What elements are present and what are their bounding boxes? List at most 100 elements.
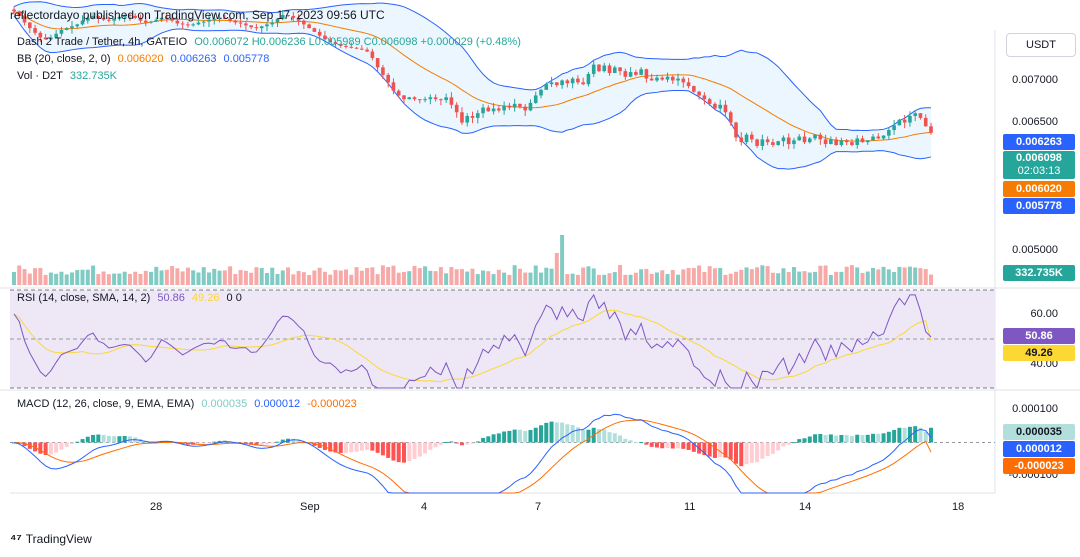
- macd-histogram-bar: [112, 436, 117, 443]
- candle-body: [28, 22, 32, 29]
- macd-histogram-bar: [64, 442, 69, 447]
- volume-bar: [222, 270, 227, 285]
- candle-body: [154, 19, 159, 22]
- volume-bar: [243, 270, 248, 285]
- volume-bar: [491, 274, 496, 285]
- macd-histogram-bar: [881, 433, 886, 443]
- volume-bar: [549, 268, 554, 285]
- candle-body: [433, 97, 438, 100]
- macd-histogram-bar: [549, 421, 554, 443]
- volume-bar: [91, 265, 96, 285]
- macd-histogram-bar: [365, 442, 370, 451]
- macd-histogram-bar: [444, 441, 449, 443]
- macd-histogram-bar: [628, 440, 633, 443]
- candle-body: [149, 21, 153, 23]
- volume-bar: [523, 272, 528, 285]
- candle-body: [734, 122, 738, 138]
- candle-body: [333, 42, 338, 45]
- macd-histogram-bar: [923, 431, 928, 443]
- volume-bar: [654, 272, 659, 285]
- macd-label[interactable]: MACD (12, 26, close, 9, EMA, EMA): [17, 398, 195, 410]
- volume-bar: [333, 270, 338, 285]
- candle-body: [913, 113, 917, 116]
- volume-bar: [881, 266, 886, 285]
- macd-histogram-bar: [407, 442, 412, 461]
- volume-bar: [27, 273, 32, 285]
- candle-body: [265, 24, 269, 27]
- candle-body: [338, 44, 343, 46]
- candle-body: [702, 95, 707, 100]
- footer-brand[interactable]: ⁴⁷ TradingView: [10, 531, 92, 546]
- candle-body: [223, 17, 227, 19]
- candle-body: [280, 15, 285, 19]
- macd-histogram-bar: [196, 442, 201, 445]
- candle-body: [744, 134, 749, 143]
- macd-histogram-bar: [428, 442, 433, 450]
- macd-histogram-bar: [892, 429, 897, 443]
- currency-button[interactable]: USDT: [1006, 33, 1076, 57]
- volume-bar: [259, 268, 264, 285]
- macd-histogram-bar: [844, 435, 849, 443]
- bb-legend: BB (20, close, 2, 0) 0.006020 0.006263 0…: [17, 53, 273, 65]
- volume-bar: [154, 266, 159, 285]
- volume-bar: [834, 271, 839, 285]
- volume-bar: [407, 271, 412, 285]
- volume-bar: [929, 274, 933, 285]
- macd-histogram-bar: [886, 431, 891, 443]
- volume-bar: [264, 272, 269, 285]
- candle-body: [549, 82, 554, 85]
- macd-histogram-bar: [275, 441, 280, 443]
- volume-bar: [396, 272, 401, 285]
- candle-body: [713, 103, 717, 109]
- candle-body: [518, 103, 522, 107]
- macd-histogram-bar: [254, 442, 259, 446]
- macd-histogram-bar: [370, 442, 375, 451]
- volume-bar: [286, 267, 291, 285]
- volume-bar: [401, 271, 406, 285]
- macd-histogram-bar: [375, 442, 380, 453]
- macd-histogram-bar: [523, 430, 528, 443]
- candle-body: [386, 74, 390, 83]
- volume-bar: [43, 274, 48, 285]
- symbol-label[interactable]: Dash 2 Trade / Tether, 4h, GATEIO: [17, 36, 188, 48]
- candle-body: [660, 77, 665, 80]
- volume-bar: [907, 266, 912, 285]
- volume-bar: [749, 269, 754, 285]
- volume-bar: [64, 274, 69, 285]
- candle-body: [170, 18, 174, 21]
- volume-bar: [823, 265, 828, 285]
- macd-histogram-bar: [755, 442, 760, 463]
- macd-histogram-bar: [507, 430, 512, 443]
- macd-histogram-bar: [270, 442, 275, 444]
- price-tick: 0.006500: [1012, 116, 1058, 128]
- volume-bar: [581, 267, 586, 285]
- volume-bar: [228, 266, 233, 285]
- macd-histogram-bar: [802, 438, 807, 443]
- candle-body: [639, 69, 643, 75]
- x-tick-label: Sep: [300, 501, 320, 513]
- macd-histogram-bar: [180, 442, 185, 444]
- vol-label[interactable]: Vol · D2T: [17, 70, 63, 82]
- candle-body: [344, 45, 348, 47]
- candle-body: [312, 28, 317, 32]
- volume-bar: [170, 266, 175, 285]
- candle-body: [781, 137, 786, 142]
- volume-bar: [813, 271, 818, 285]
- macd-histogram-bar: [91, 434, 96, 443]
- volume-bar: [280, 270, 285, 285]
- volume-bar: [533, 265, 538, 285]
- macd-histogram-bar: [565, 424, 570, 443]
- bb-label[interactable]: BB (20, close, 2, 0): [17, 53, 111, 65]
- volume-bar: [201, 267, 206, 285]
- candle-body: [481, 107, 485, 114]
- rsi-label[interactable]: RSI (14, close, SMA, 14, 2): [17, 292, 151, 304]
- candle-body: [439, 99, 443, 101]
- volume-bar: [317, 267, 322, 285]
- volume-bar: [628, 274, 633, 285]
- volume-bar: [776, 273, 781, 285]
- macd-histogram-bar: [913, 426, 918, 443]
- macd-histogram-bar: [117, 436, 122, 443]
- rsi-extra: 0 0: [226, 292, 242, 304]
- macd-histogram-bar: [38, 442, 43, 454]
